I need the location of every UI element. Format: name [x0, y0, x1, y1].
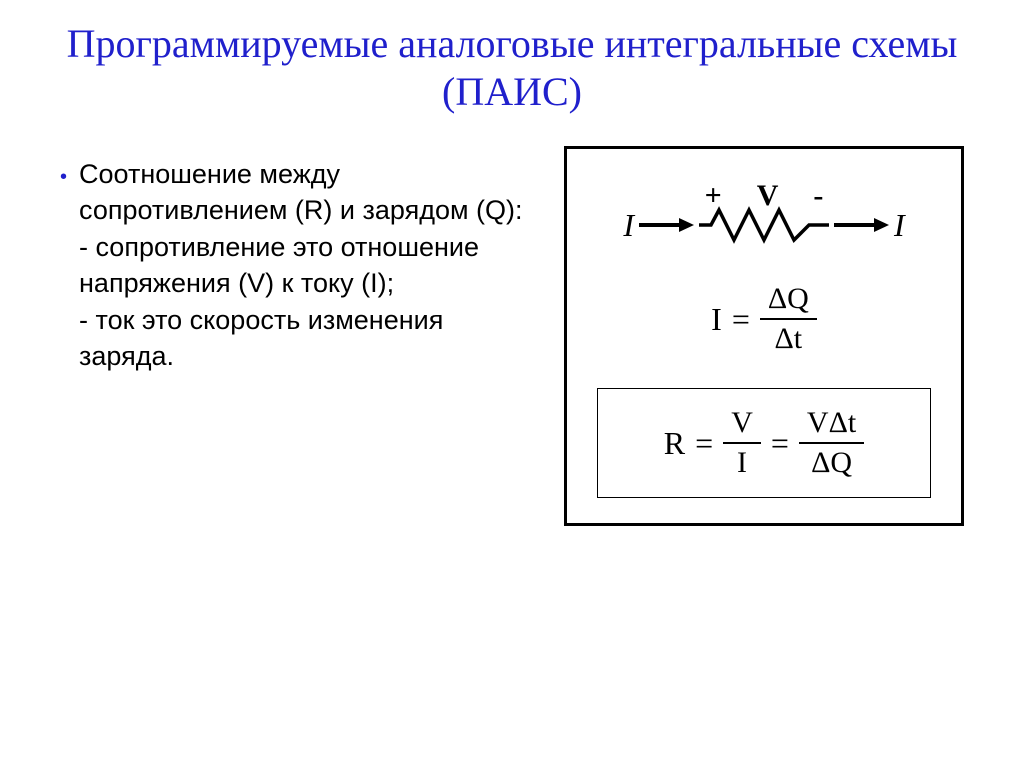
- bullet-item: • Соотношение между сопротивлением (R) и…: [60, 156, 534, 375]
- diagram-column: + V - I: [564, 146, 964, 526]
- formula2-eq1: =: [695, 425, 713, 462]
- formula1-lhs: I: [711, 301, 722, 338]
- slide-title: Программируемые аналоговые интегральные …: [60, 20, 964, 116]
- diagram-box: + V - I: [564, 146, 964, 526]
- formula1-num: ΔQ: [760, 280, 817, 320]
- text-column: • Соотношение между сопротивлением (R) и…: [60, 146, 534, 526]
- formula2-num1: V: [723, 404, 761, 444]
- slide: Программируемые аналоговые интегральные …: [0, 0, 1024, 768]
- formula1-eq: =: [732, 301, 750, 338]
- formula1-den: Δt: [767, 320, 811, 358]
- formula2-frac2: VΔt ΔQ: [799, 404, 864, 482]
- formula2-den2: ΔQ: [803, 444, 860, 482]
- current-out-label: I: [894, 207, 905, 244]
- formula2-num2: VΔt: [799, 404, 864, 444]
- formula2-eq2: =: [771, 425, 789, 462]
- formula2-lhs: R: [664, 425, 685, 462]
- content-area: • Соотношение между сопротивлением (R) и…: [60, 146, 964, 526]
- resistor-circuit: I I: [587, 205, 941, 245]
- formula2-den1: I: [729, 444, 755, 482]
- resistor-icon: [699, 205, 829, 245]
- arrow-out-icon: [834, 215, 889, 235]
- formula1-fraction: ΔQ Δt: [760, 280, 817, 358]
- bullet-marker: •: [60, 164, 67, 191]
- formula-current: I = ΔQ Δt: [587, 280, 941, 358]
- current-in-label: I: [623, 207, 634, 244]
- bullet-text: Соотношение между сопротивлением (R) и з…: [79, 156, 534, 375]
- arrow-in-icon: [639, 215, 694, 235]
- formula2-frac1: V I: [723, 404, 761, 482]
- formula-resistance-box: R = V I = VΔt ΔQ: [597, 388, 931, 498]
